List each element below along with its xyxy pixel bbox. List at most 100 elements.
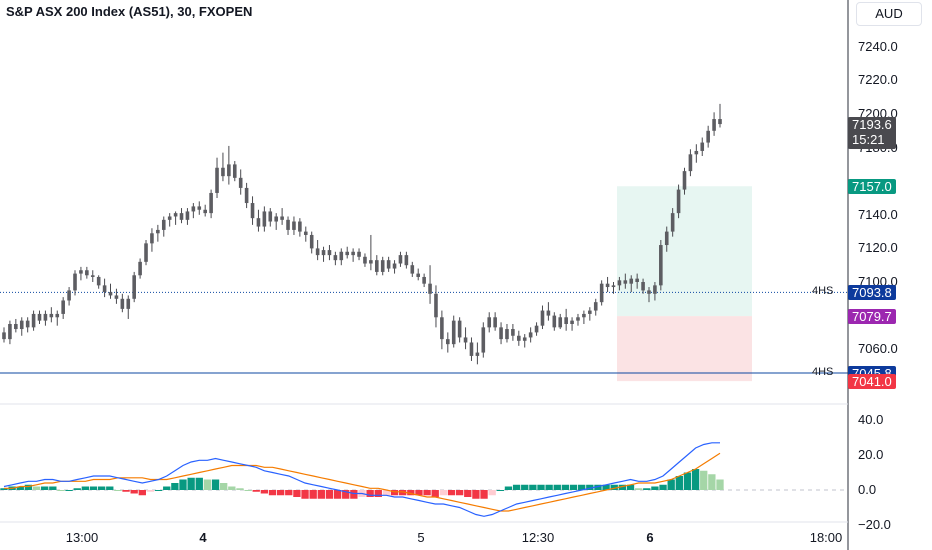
position-tool[interactable] [617,186,752,382]
candle [463,327,468,350]
macd-histogram-bar [301,490,309,499]
candle-body [446,339,450,345]
candle [321,246,326,262]
candle-body [676,189,681,214]
candle-body [327,250,332,256]
candle [114,288,119,304]
currency-selector[interactable]: AUD [856,2,922,26]
candle [268,208,273,227]
macd-histogram-bar [529,484,537,490]
candle-body [647,290,651,294]
price-tick-label: 7060.0 [858,341,898,357]
macd-histogram-bar [399,490,407,496]
candle-body [150,233,154,244]
candle-body [274,216,278,222]
candle [25,317,30,333]
macd-histogram-bar [423,490,431,496]
candle [173,211,178,225]
macd-histogram-bar [382,490,391,496]
horizontal-levels[interactable] [0,291,848,374]
candle-body [528,332,533,338]
candle-body [298,221,302,232]
candle-body [487,317,492,328]
candle [90,270,95,282]
candle [457,317,462,343]
candle-body [517,335,521,341]
macd-histogram-bar [333,490,342,499]
candle [333,251,338,266]
candle-body [416,273,421,277]
macd-histogram-bar [390,490,399,496]
macd-histogram-bar [431,490,439,497]
macd-histogram-bar [455,490,464,496]
macd-histogram-bar [447,490,456,496]
macd-histogram-bar [154,490,163,491]
candle-body [61,300,65,314]
macd-histogram-bar [407,490,415,496]
macd-histogram-bar [342,490,350,499]
candle-body [144,243,148,262]
macd-histogram-bar [106,486,114,490]
macd-histogram-bar [122,490,130,492]
candle [14,318,18,333]
candle [221,152,225,182]
macd-histogram-bar [65,490,73,491]
candle [138,258,142,279]
candle-body [167,216,172,220]
candle-body [309,234,314,249]
candle-body [49,313,54,318]
candle [55,310,60,326]
price-tag: 7079.7 [848,308,896,324]
macd-histogram-bar [618,484,627,490]
candle-body [469,342,474,356]
macd-histogram-bar [610,484,618,490]
candle-body [641,282,645,291]
candle [67,287,71,306]
candle [386,256,391,272]
macd-histogram-bar [228,486,236,490]
macd-histogram-bar [569,484,578,490]
candle [588,307,592,321]
candle-body [197,206,202,210]
macd-histogram-bar [138,490,146,496]
candle [132,271,136,303]
candle [593,298,598,316]
macd-histogram-bar [708,474,716,490]
candle-body [653,285,657,294]
macd-histogram-bar [317,490,325,499]
candle-body [623,280,628,284]
macd-signal-line [4,452,721,512]
candle [179,208,184,224]
candle-body [73,273,77,291]
macd-histogram-bar [211,479,220,490]
candle [469,337,474,361]
candle [238,169,243,195]
macd-histogram-bar [16,486,24,490]
candle-body [534,325,539,333]
candle-body [256,218,261,227]
macd-histogram-bar [187,477,195,490]
candle-body [292,221,296,230]
candle [629,275,634,293]
candle-body [599,283,604,303]
candle [256,209,261,232]
candle-body [670,213,675,232]
candle [369,234,373,271]
candle [647,287,651,303]
macd-indicator [0,442,848,517]
price-tag: 7157.0 [848,178,896,194]
macd-histogram-bar [236,488,244,490]
candle [215,157,219,198]
macd-histogram-bar [220,483,228,490]
macd-histogram-bar [49,486,57,490]
candle [8,320,12,345]
candle-body [706,130,710,143]
candle [499,322,503,345]
candle-body [398,255,403,264]
candle [611,282,616,294]
candle [505,324,509,343]
candle [244,182,249,209]
candle-body [2,332,6,340]
macd-histogram-bar [521,484,529,490]
